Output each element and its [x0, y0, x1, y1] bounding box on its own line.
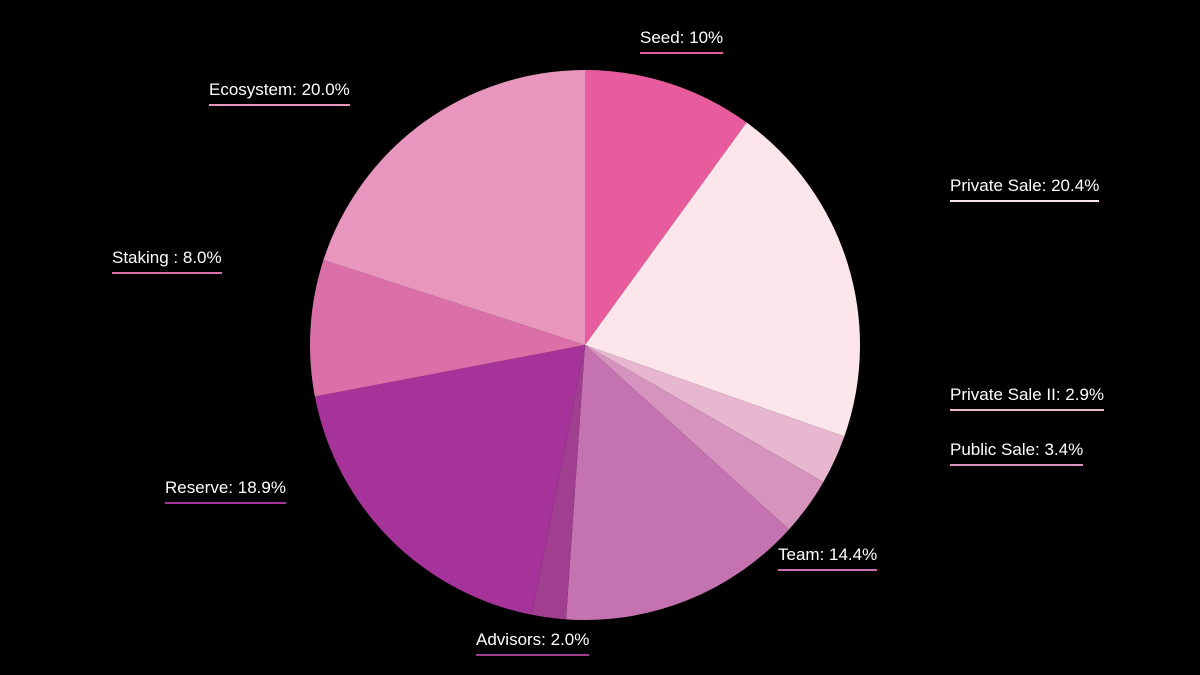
label-ecosystem: Ecosystem: 20.0%	[209, 80, 350, 106]
label-staking: Staking : 8.0%	[112, 248, 222, 274]
label-underline-staking	[112, 272, 222, 274]
label-underline-seed	[640, 52, 723, 54]
label-text-team: Team: 14.4%	[778, 545, 877, 564]
label-underline-private_sale	[950, 200, 1099, 202]
label-underline-ecosystem	[209, 104, 350, 106]
label-text-private_sale2: Private Sale II: 2.9%	[950, 385, 1104, 404]
label-public_sale: Public Sale: 3.4%	[950, 440, 1083, 466]
label-underline-reserve	[165, 502, 286, 504]
label-underline-public_sale	[950, 464, 1083, 466]
label-seed: Seed: 10%	[640, 28, 723, 54]
pie-chart-container: Seed: 10% Private Sale: 20.4% Private Sale…	[0, 0, 1200, 675]
label-text-reserve: Reserve: 18.9%	[165, 478, 286, 497]
label-advisors: Advisors: 2.0%	[476, 630, 589, 656]
label-underline-advisors	[476, 654, 589, 656]
label-team: Team: 14.4%	[778, 545, 877, 571]
label-text-advisors: Advisors: 2.0%	[476, 630, 589, 649]
label-private_sale: Private Sale: 20.4%	[950, 176, 1099, 202]
label-text-private_sale: Private Sale: 20.4%	[950, 176, 1099, 195]
label-private_sale2: Private Sale II: 2.9%	[950, 385, 1104, 411]
label-text-staking: Staking : 8.0%	[112, 248, 222, 267]
label-text-ecosystem: Ecosystem: 20.0%	[209, 80, 350, 99]
label-text-seed: Seed: 10%	[640, 28, 723, 47]
label-text-public_sale: Public Sale: 3.4%	[950, 440, 1083, 459]
pie-chart-svg	[0, 0, 1200, 675]
label-underline-private_sale2	[950, 409, 1104, 411]
label-underline-team	[778, 569, 877, 571]
label-reserve: Reserve: 18.9%	[165, 478, 286, 504]
